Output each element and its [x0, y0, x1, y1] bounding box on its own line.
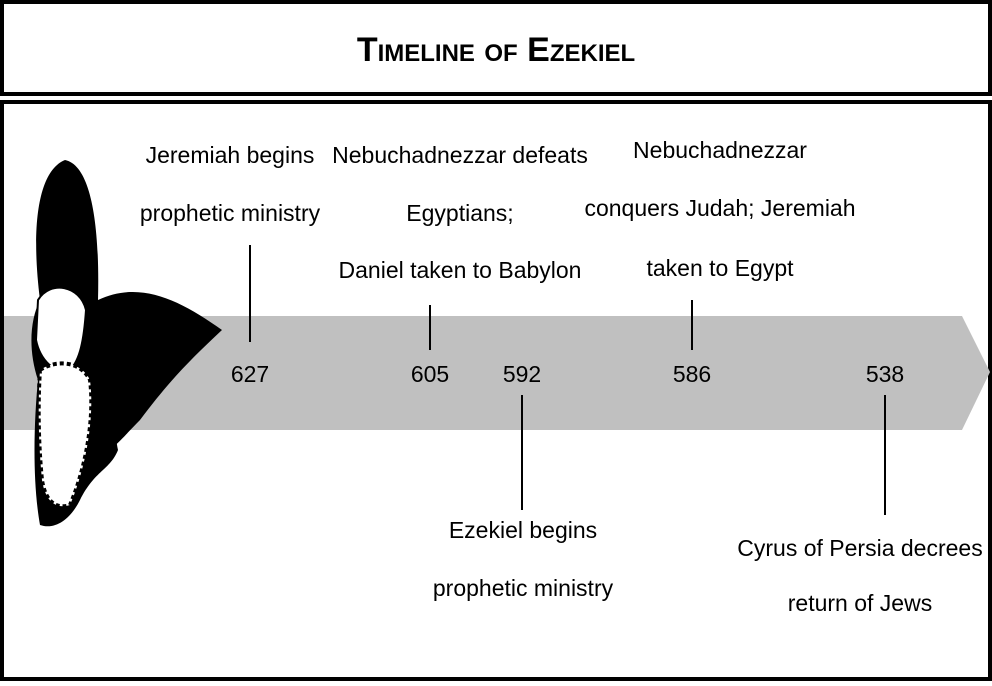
event-label: Nebuchadnezzar defeats: [332, 142, 588, 168]
event-label: return of Jews: [788, 590, 932, 616]
title: Timeline of Ezekiel: [357, 31, 635, 69]
event-label: taken to Egypt: [646, 255, 794, 281]
timeline-diagram: Timeline of Ezekiel 627 Jeremiah begins pr…: [0, 0, 992, 681]
event-label: Cyrus of Persia decrees: [737, 535, 982, 561]
event-label: Daniel taken to Babylon: [339, 257, 582, 283]
event-label: Nebuchadnezzar: [633, 137, 807, 163]
event-label: Egyptians;: [406, 200, 513, 226]
year-label: 538: [866, 361, 904, 387]
page: {"header": {"title": "Timeline of Ezekie…: [0, 0, 992, 681]
year-label: 592: [503, 361, 541, 387]
event-label: prophetic ministry: [140, 200, 321, 226]
event-label: conquers Judah; Jeremiah: [584, 195, 855, 221]
year-label: 605: [411, 361, 449, 387]
year-label: 627: [231, 361, 269, 387]
event-label: Jeremiah begins: [146, 142, 315, 168]
year-label: 586: [673, 361, 711, 387]
event-label: prophetic ministry: [433, 575, 614, 601]
event-label: Ezekiel begins: [449, 517, 597, 543]
